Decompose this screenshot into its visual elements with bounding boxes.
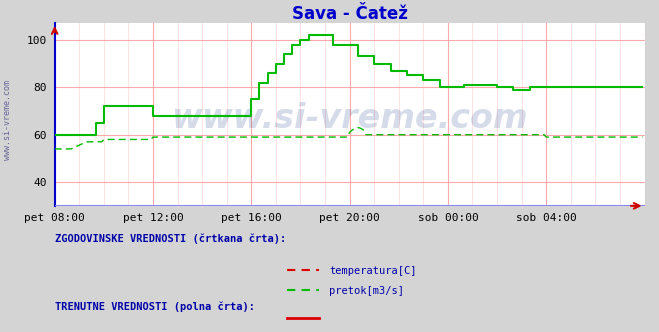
Text: TRENUTNE VREDNOSTI (polna črta):: TRENUTNE VREDNOSTI (polna črta):: [55, 302, 254, 312]
Text: ZGODOVINSKE VREDNOSTI (črtkana črta):: ZGODOVINSKE VREDNOSTI (črtkana črta):: [55, 234, 286, 244]
Title: Sava - Čatež: Sava - Čatež: [292, 5, 407, 23]
Text: pretok[m3/s]: pretok[m3/s]: [330, 286, 405, 295]
Text: www.si-vreme.com: www.si-vreme.com: [3, 80, 13, 159]
Text: temperatura[C]: temperatura[C]: [330, 266, 417, 276]
Text: www.si-vreme.com: www.si-vreme.com: [171, 102, 528, 135]
